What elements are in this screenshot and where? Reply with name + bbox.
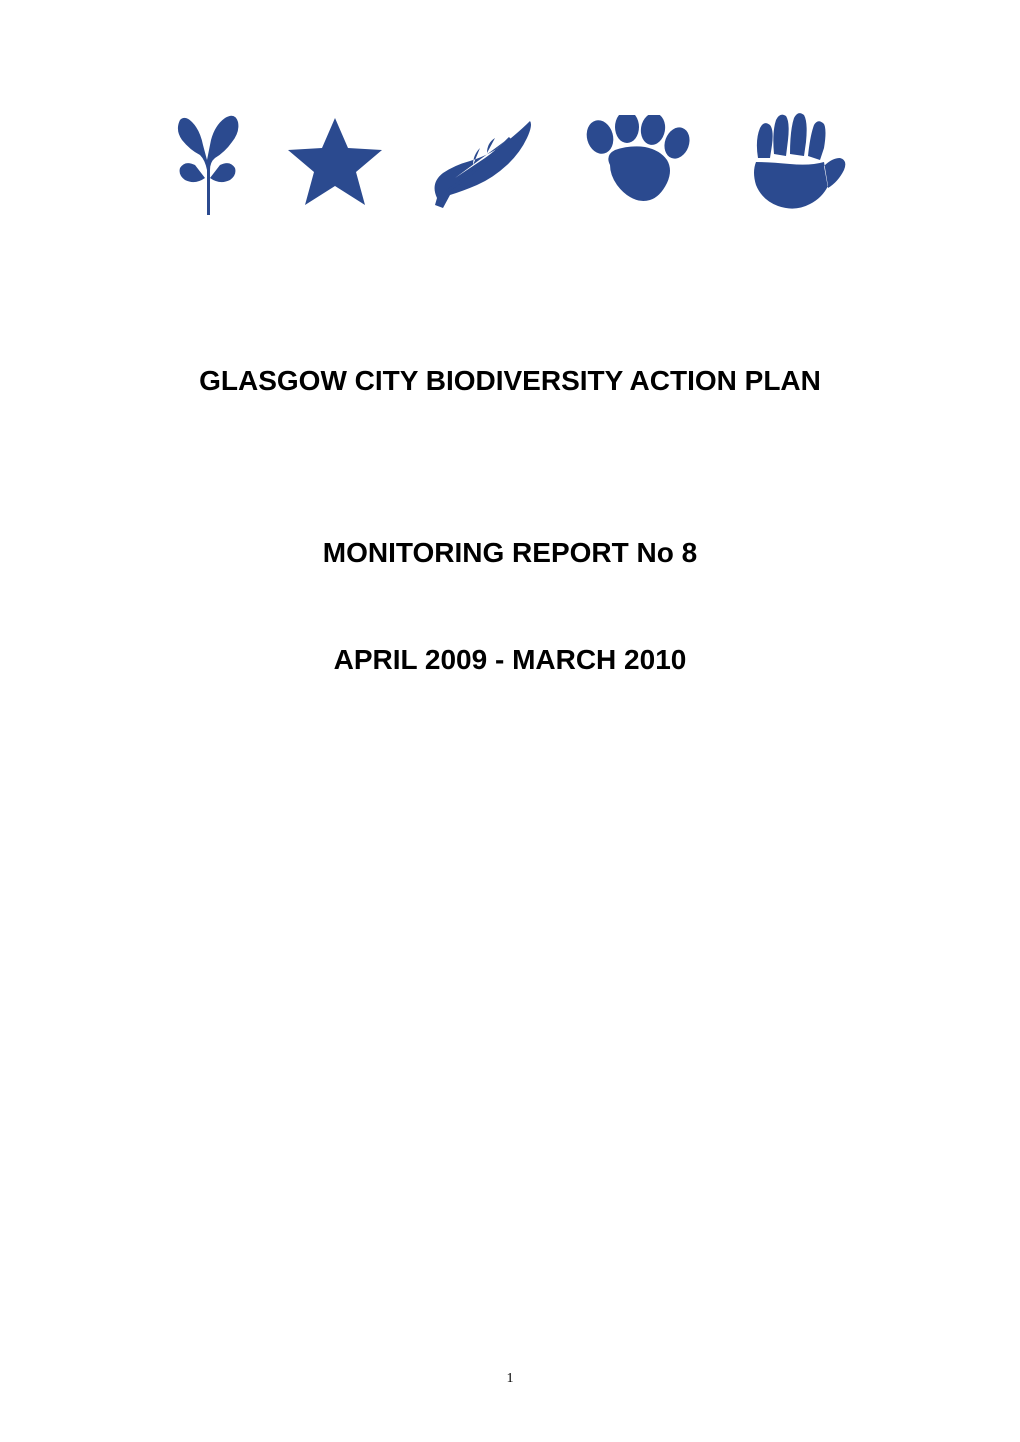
document-date: APRIL 2009 - MARCH 2010 <box>334 644 687 676</box>
star-icon <box>280 110 390 215</box>
handprint-icon <box>730 110 850 215</box>
pawprint-icon <box>575 115 695 210</box>
icon-row <box>170 110 850 215</box>
document-page: GLASGOW CITY BIODIVERSITY ACTION PLAN MO… <box>0 0 1020 1442</box>
title-heading: GLASGOW CITY BIODIVERSITY ACTION PLAN <box>199 365 821 397</box>
plant-icon <box>170 110 245 215</box>
document-subtitle: MONITORING REPORT No 8 <box>323 537 697 569</box>
page-number: 1 <box>507 1371 514 1387</box>
subtitle-heading: MONITORING REPORT No 8 <box>323 537 697 569</box>
date-heading: APRIL 2009 - MARCH 2010 <box>334 644 687 676</box>
leaf-icon <box>425 113 540 213</box>
document-title: GLASGOW CITY BIODIVERSITY ACTION PLAN <box>199 365 821 397</box>
